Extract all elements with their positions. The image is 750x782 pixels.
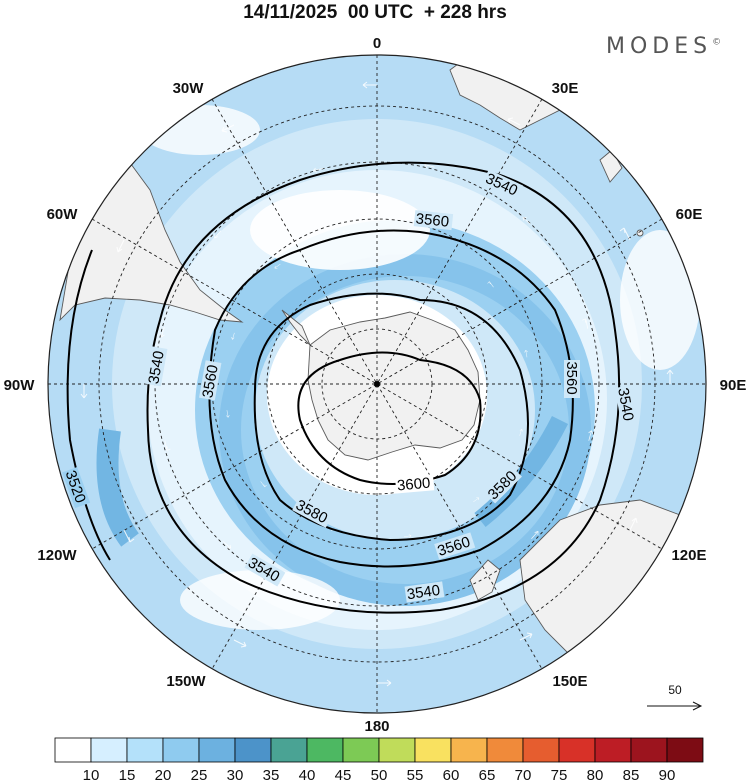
colorbar-swatch (558, 737, 596, 763)
colorbar-tick-label: 60 (443, 767, 460, 782)
lon-label-30e: 30E (552, 80, 579, 97)
colorbar-tick-label: 45 (335, 767, 352, 782)
brand-name: MODES (606, 34, 713, 59)
south-pole-marker (374, 381, 380, 387)
colorbar-swatch (126, 737, 164, 763)
new-zealand (469, 559, 501, 601)
contour-3560 (208, 229, 574, 568)
contour-label: 3540 (406, 582, 441, 603)
colorbar-tick-label: 85 (623, 767, 640, 782)
contour-label: 3560 (199, 363, 222, 399)
colorbar-tick-label: 15 (119, 767, 136, 782)
colorbar-swatch (630, 737, 668, 763)
colorbar-tick-label: 40 (299, 767, 316, 782)
lon-label-150w: 150W (166, 673, 206, 690)
colorbar-swatch (522, 737, 560, 763)
colorbar-swatch (234, 737, 272, 763)
colorbar-swatch (486, 737, 524, 763)
brand-logo: MODES© (606, 34, 721, 59)
colorbar-tick-label: 20 (155, 767, 172, 782)
contour-label: 3540 (614, 386, 637, 422)
contour-label: 3560 (415, 210, 450, 230)
colorbar-tick-label: 50 (371, 767, 388, 782)
height-contours (66, 161, 621, 614)
colorbar-tick-label: 70 (515, 767, 532, 782)
lon-label-120e: 120E (671, 547, 706, 564)
colorbar-tick-label: 80 (587, 767, 604, 782)
colorbar-tick-label: 65 (479, 767, 496, 782)
longitude-labels: 0 30E 60E 90E 120E 150E 180 150W 120W 90… (4, 35, 747, 735)
colorbar: 10 15 20 25 30 35 40 45 50 55 60 65 70 75 80 85 90 (54, 737, 704, 782)
colorbar-swatch (306, 737, 344, 763)
lon-label-30w: 30W (173, 80, 205, 97)
contour-3540-outer (146, 161, 621, 614)
colorbar-swatch (414, 737, 452, 763)
colorbar-swatch (198, 737, 236, 763)
lon-label-0: 0 (373, 35, 381, 52)
map-title: 14/11/2025 00 UTC + 228 hrs (243, 2, 507, 23)
colorbar-swatch (378, 737, 416, 763)
colorbar-swatch (666, 737, 704, 763)
contour-label-group: 3540 3560 3540 3560 3560 3540 3580 3600 … (62, 169, 638, 603)
wind-reference: 50 (647, 683, 703, 711)
colorbar-swatch (594, 737, 632, 763)
contour-label: 3560 (563, 361, 580, 394)
colorbar-tick-label: 30 (227, 767, 244, 782)
lon-label-90e: 90E (720, 377, 747, 394)
contour-label: 3540 (145, 349, 168, 385)
colorbar-swatch (162, 737, 200, 763)
wind-arrows (80, 81, 674, 687)
colorbar-tick-label: 35 (263, 767, 280, 782)
lon-label-90w: 90W (4, 377, 36, 394)
brand-mark: © (712, 37, 722, 48)
madagascar (599, 149, 623, 183)
colorbar-tick-label: 90 (659, 767, 676, 782)
colorbar-swatch (342, 737, 380, 763)
colorbar-tick-label: 10 (83, 767, 100, 782)
colorbar-swatch (270, 737, 308, 763)
lon-label-180: 180 (364, 718, 389, 735)
contour-3600 (297, 351, 482, 485)
colorbar-swatch (90, 737, 128, 763)
map-border (47, 54, 707, 714)
lon-label-150e: 150E (552, 673, 587, 690)
colorbar-tick-label: 25 (191, 767, 208, 782)
antarctica (307, 311, 481, 461)
colorbar-swatch (450, 737, 488, 763)
wind-reference-value: 50 (668, 683, 682, 697)
lon-label-120w: 120W (37, 547, 77, 564)
lon-label-60w: 60W (47, 206, 79, 223)
colorbar-tick-label: 55 (407, 767, 424, 782)
contour-3520 (66, 249, 111, 561)
colorbar-tick-label: 75 (551, 767, 568, 782)
contour-label: 3600 (396, 475, 431, 495)
lon-label-60e: 60E (676, 206, 703, 223)
colorbar-swatch (54, 737, 92, 763)
